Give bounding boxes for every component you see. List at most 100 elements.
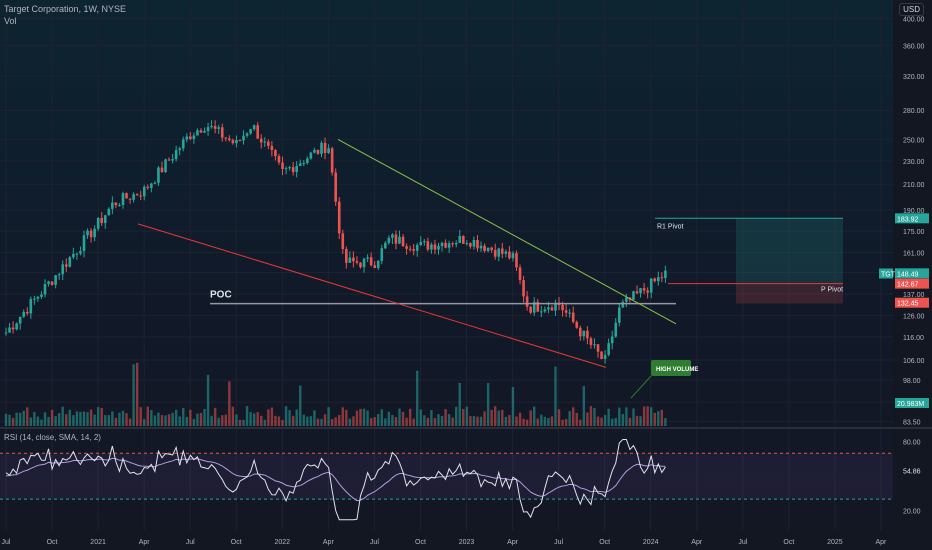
candle-body [380,248,384,261]
time-tick-label: Jul [2,539,11,546]
price-candles[interactable] [4,120,667,364]
candle-body [203,130,206,133]
volume-bar [575,412,578,426]
candle-body [586,330,589,339]
volume-bar [256,412,259,426]
price-tick-label: 106.00 [903,358,925,365]
candle-body [220,127,224,138]
candle-body [639,288,642,294]
volume-bar [309,416,313,426]
candle-body [515,253,518,268]
candle-body [61,264,65,275]
candle-body [518,267,522,281]
volume-bar [596,416,600,426]
candle-body [653,278,657,282]
volume-bar [497,410,500,426]
volume-bar [100,407,103,426]
volume-bar [465,406,469,426]
volume-bar [235,414,238,426]
currency-label[interactable]: USD [899,3,924,16]
candle-body [298,163,302,166]
candle-body [281,162,284,169]
candle-body [401,236,405,247]
time-tick-label: Jul [370,539,379,546]
price-marker-box [895,297,929,308]
volume-bar [153,415,157,426]
candle-body [529,306,532,313]
candle-body [164,159,167,173]
volume-bar [86,412,89,426]
volume-bar [345,409,348,426]
volume-bar [217,417,220,426]
volume-bar [618,407,621,426]
candle-body [444,242,447,248]
candle-body [284,168,288,170]
price-tick-label: 250.00 [903,137,925,144]
volume-bar [128,418,132,426]
candle-body [564,310,568,313]
candle-body [337,201,341,234]
candle-body [274,150,277,157]
volume-bar [557,409,561,426]
candle-body [497,248,501,257]
volume-bar [61,406,64,426]
volume-bar [206,374,210,426]
candle-body [288,167,291,169]
candle-body [423,241,426,243]
candle-body [22,311,26,317]
volume-bar [490,409,493,426]
price-marker-box [895,213,929,224]
time-axis[interactable]: Jul Oct 2021 Apr Jul Oct 2022 Apr Jul Oct 2023 Apr J… [2,539,888,546]
volume-bar [93,414,96,426]
volume-bar [486,382,490,426]
volume-bar [614,417,617,426]
candle-body [210,126,213,128]
candle-body [571,312,575,322]
volume-bar [412,418,415,426]
candle-body [454,242,458,245]
volume-bar [352,416,355,426]
time-tick-label: 2025 [827,539,843,546]
candle-body [228,138,231,141]
price-marker-label: 132.45 [897,301,919,308]
candle-body [348,257,352,263]
volume-bar [657,411,660,426]
candle-body [433,244,437,250]
candle-body [415,244,419,251]
candle-body [664,270,667,278]
pivot-zones [736,218,843,304]
time-tick-label: Oct [783,539,794,546]
high-volume-flag [651,360,691,376]
volume-bar [582,386,586,426]
price-tick-label: 400.00 [903,17,925,24]
rsi-tick-label: 54.86 [903,469,921,476]
time-tick-label: 2024 [643,539,659,546]
volume-bar [440,415,444,426]
volume-bar [323,414,327,426]
volume-bar [139,407,142,426]
volume-bar [522,418,525,426]
volume-bar [433,418,437,426]
candle-body [323,142,327,153]
candle-body [256,125,259,139]
candle-body [476,239,479,249]
price-marker-label: 20.983M [897,401,924,408]
volume-bar [182,407,185,426]
candle-body [171,159,174,161]
volume-bar [593,408,596,426]
volume-bar [8,414,11,426]
candle-body [107,208,111,216]
candle-body [493,249,497,257]
candle-body [302,163,306,165]
volume-bar [649,407,653,426]
candle-body [617,307,621,323]
price-tick-label: 116.00 [903,335,924,342]
volume-bar [653,412,656,426]
volume-bar [291,415,295,426]
candle-body [249,129,252,134]
candle-body [525,296,529,307]
candle-body [550,307,554,311]
candle-body [235,140,238,144]
